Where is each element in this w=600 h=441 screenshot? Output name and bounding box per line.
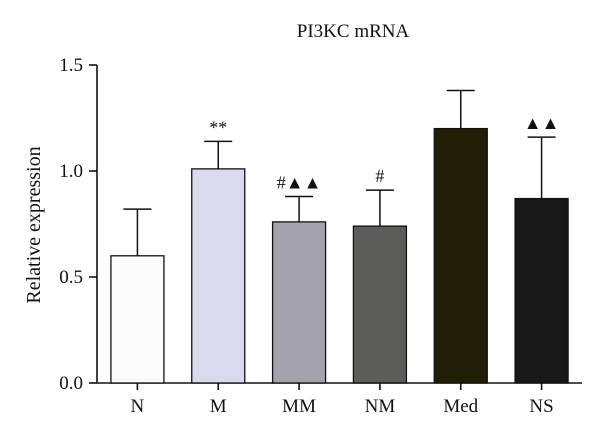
x-tick-label: NS [529, 396, 553, 417]
x-tick-label: Med [443, 396, 478, 417]
significance-label: ** [209, 117, 227, 137]
bar-nm [352, 225, 408, 384]
y-axis-label: Relative expression [23, 146, 45, 303]
y-tick-label: 0.0 [59, 373, 83, 394]
bar-n [110, 255, 165, 384]
bar-med [433, 127, 488, 384]
chart-title: PI3KC mRNA [297, 21, 410, 42]
y-tick-label: 0.5 [59, 267, 83, 288]
y-tick-label: 1.0 [59, 161, 83, 182]
x-tick-label: N [131, 396, 145, 417]
x-tick-label: MM [282, 396, 316, 417]
plot-area: 0.00.51.01.5N M**MM#▲▲NM#Med NS▲▲ [59, 55, 582, 417]
bar-m [191, 168, 246, 384]
significance-label: #▲▲ [277, 172, 322, 192]
significance-label: # [375, 166, 384, 186]
x-tick-label: NM [365, 396, 396, 417]
y-tick-label: 1.5 [59, 55, 83, 76]
bar-mm [271, 221, 327, 384]
x-tick-label: M [210, 396, 227, 417]
significance-label: ▲▲ [524, 113, 560, 133]
bar-ns [514, 197, 569, 384]
